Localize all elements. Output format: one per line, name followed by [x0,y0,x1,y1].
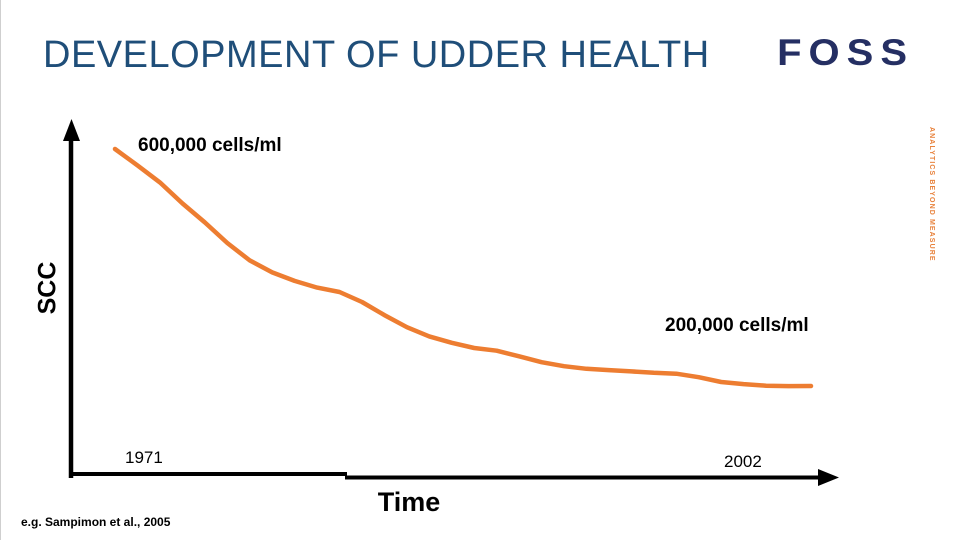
y-axis-arrowhead-icon [63,119,80,141]
annotation-end-value: 200,000 cells/ml [665,315,809,336]
y-axis-label: SCC [33,261,62,315]
x-axis-label: Time [377,487,441,517]
scc-curve [112,146,814,389]
x-tick-2002: 2002 [724,452,762,471]
brand-tagline: ANALYTICS BEYOND MEASURE [928,127,935,262]
citation: e.g. Sampimon et al., 2005 [21,515,171,529]
annotation-start-value: 600,000 cells/ml [138,135,282,156]
x-axis-arrowhead-icon [818,469,839,486]
x-tick-1971: 1971 [125,448,163,467]
foss-logo: FOSS [777,33,914,74]
page-title: DEVELOPMENT OF UDDER HEALTH [43,34,710,76]
